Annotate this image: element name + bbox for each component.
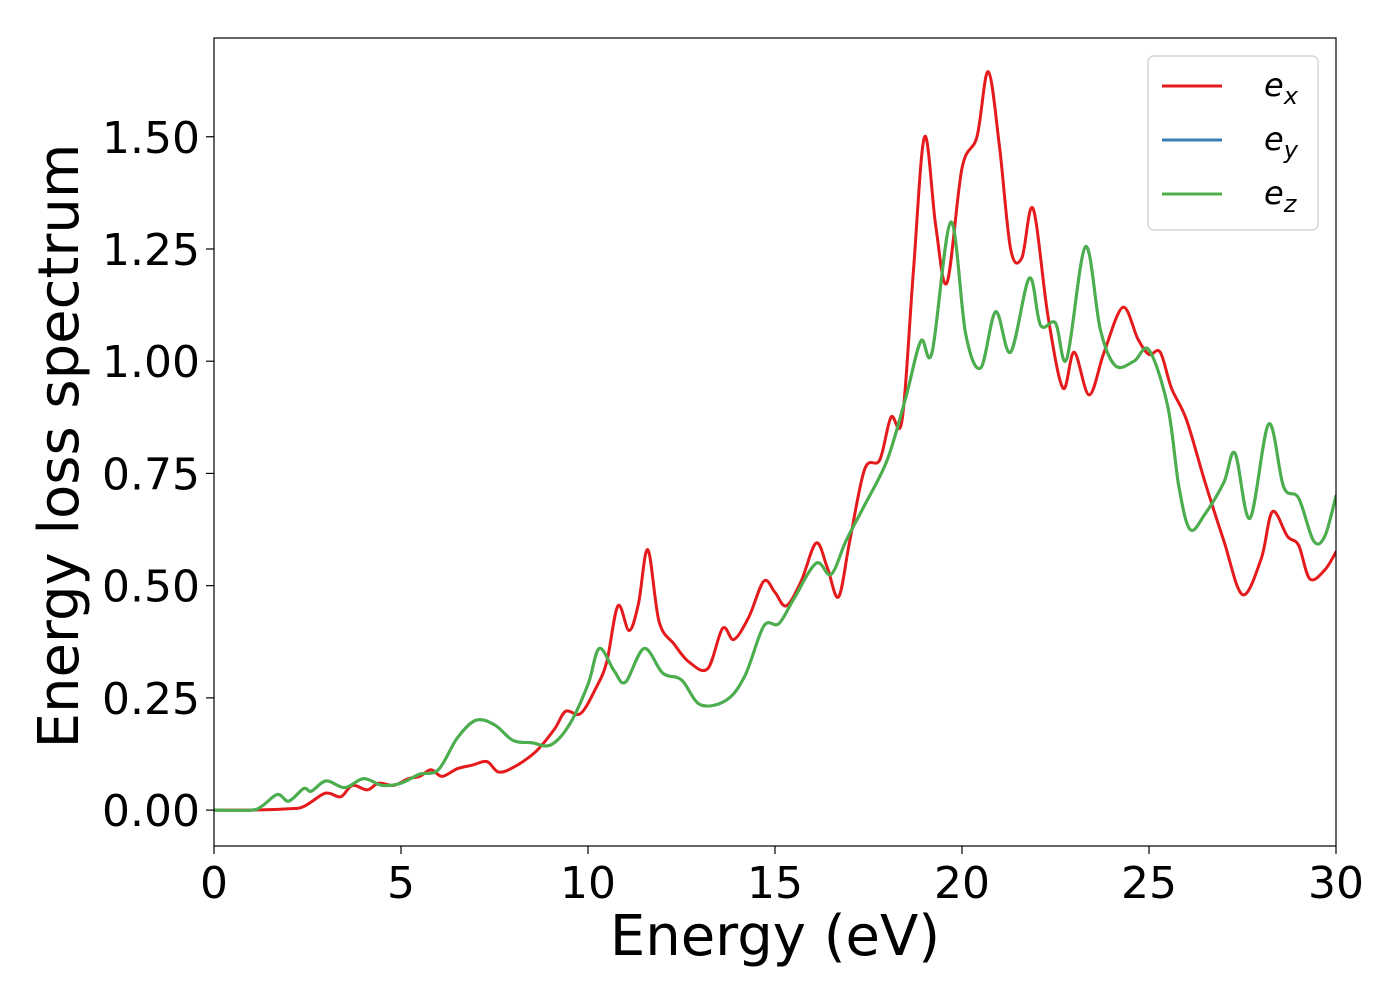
series-line-ex: [214, 70, 1336, 812]
y-tick-label: 1.25: [102, 225, 200, 276]
x-axis-ticks: 0 5 10 15 20 25 30: [200, 846, 1364, 909]
y-tick-label: 1.50: [102, 113, 200, 164]
x-axis-label: Energy (eV): [610, 904, 940, 969]
x-tick-label: 5: [387, 858, 415, 909]
x-tick-label: 30: [1308, 858, 1364, 909]
x-tick-label: 20: [934, 858, 990, 909]
y-tick-label: 0.50: [102, 562, 200, 613]
legend-label-ey: ey: [1264, 120, 1299, 164]
y-tick-label: 1.00: [102, 337, 200, 388]
series-layer: [214, 70, 1336, 812]
legend-box: [1147, 55, 1319, 231]
series-line-ez: [214, 220, 1336, 812]
y-tick-label: 0.75: [102, 449, 200, 500]
y-tick-label: 0.00: [102, 786, 200, 837]
y-axis-ticks: 0.00 0.25 0.50 0.75 1.00 1.25 1.50: [102, 113, 214, 837]
x-tick-label: 15: [747, 858, 803, 909]
x-tick-label: 10: [560, 858, 616, 909]
y-tick-label: 0.25: [102, 674, 200, 725]
legend-label-ez: ez: [1264, 174, 1298, 218]
legend-label-ex: ex: [1264, 66, 1299, 110]
y-axis-label: Energy loss spectrum: [27, 144, 92, 749]
legend: ex ey ez: [1147, 55, 1319, 231]
series-line-ey: [214, 220, 1336, 812]
x-tick-label: 25: [1121, 858, 1177, 909]
x-tick-label: 0: [200, 858, 228, 909]
